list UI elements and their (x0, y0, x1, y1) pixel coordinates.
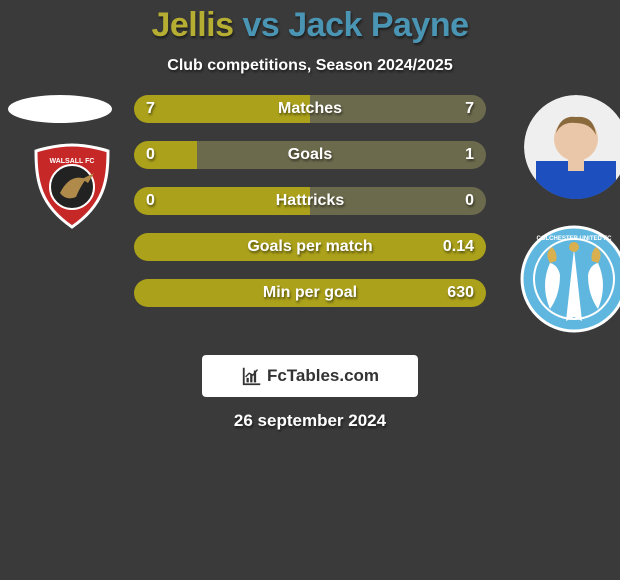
subtitle: Club competitions, Season 2024/2025 (0, 57, 620, 75)
bar-right-fill (197, 141, 486, 169)
bar-right-fill (310, 95, 486, 123)
bar-left-fill (134, 279, 486, 307)
svg-text:WALSALL FC: WALSALL FC (50, 158, 95, 165)
bar-row: Matches77 (134, 95, 486, 123)
player2-club-badge: COLCHESTER UNITED FC (520, 225, 620, 333)
player2-avatar-icon (524, 95, 620, 199)
walsall-badge-icon: WALSALL FC (32, 143, 112, 229)
bar-row: Hattricks00 (134, 187, 486, 215)
comparison-infographic: Jellis vs Jack Payne Club competitions, … (0, 0, 620, 580)
stats-area: WALSALL FC (0, 95, 620, 335)
bar-left-fill (134, 187, 310, 215)
bar-row: Min per goal630 (134, 279, 486, 307)
comparison-bars: Matches77 Goals01 Hattricks00 Goals per mat… (134, 95, 486, 325)
branding-text: FcTables.com (267, 366, 379, 386)
bar-row: Goals01 (134, 141, 486, 169)
bar-row: Goals per match0.14 (134, 233, 486, 261)
title-player1: Jellis (151, 6, 233, 44)
bar-right-fill (310, 187, 486, 215)
player2-avatar (524, 95, 620, 199)
page-title: Jellis vs Jack Payne (0, 0, 620, 45)
title-player2: Jack Payne (288, 6, 468, 44)
svg-text:COLCHESTER UNITED FC: COLCHESTER UNITED FC (537, 236, 613, 242)
player1-avatar-placeholder (8, 95, 112, 123)
player1-club-badge: WALSALL FC (32, 143, 112, 229)
title-vs: vs (242, 6, 279, 44)
chart-icon (241, 365, 263, 387)
bar-left-fill (134, 233, 486, 261)
date-text: 26 september 2024 (0, 411, 620, 431)
bar-left-fill (134, 95, 310, 123)
bar-left-fill (134, 141, 197, 169)
branding-box: FcTables.com (202, 355, 418, 397)
colchester-badge-icon: COLCHESTER UNITED FC (520, 225, 620, 333)
